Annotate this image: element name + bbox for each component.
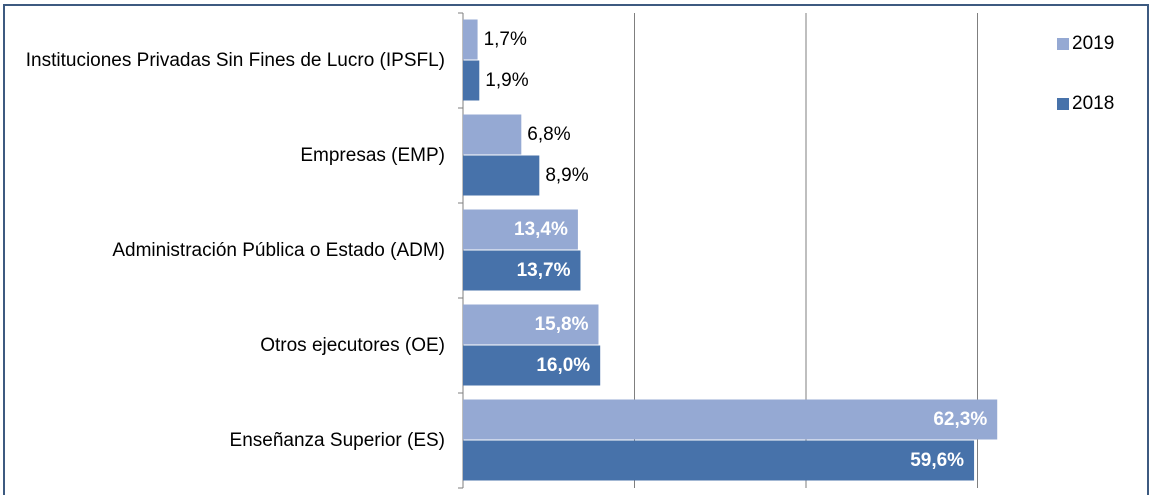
bar [463, 250, 581, 291]
data-label: 13,7% [517, 260, 571, 281]
data-label: 16,0% [536, 355, 590, 376]
bar [463, 60, 480, 101]
data-label: 59,6% [910, 450, 964, 471]
bar [463, 440, 975, 481]
data-label: 62,3% [933, 409, 987, 430]
bar [463, 304, 599, 345]
category-text: Administración Pública o Estado (ADM) [112, 240, 445, 261]
bar [463, 19, 478, 60]
category-label: Otros ejecutores (OE) [5, 334, 445, 357]
legend-swatch [1057, 98, 1069, 110]
category-text: Otros ejecutores (OE) [260, 335, 445, 356]
category-text: Empresas (EMP) [300, 145, 445, 166]
bar [463, 399, 998, 440]
legend-swatch [1057, 38, 1069, 50]
data-label: 8,9% [545, 165, 588, 186]
category-text: Instituciones Privadas Sin Fines de Lucr… [25, 50, 445, 71]
bar [463, 209, 578, 250]
data-label: 13,4% [514, 219, 568, 240]
data-label: 1,9% [485, 70, 528, 91]
category-label: Instituciones Privadas Sin Fines de Lucr… [5, 49, 445, 72]
category-label: Enseñanza Superior (ES) [5, 429, 445, 452]
bar [463, 345, 601, 386]
legend-label: 2019 [1072, 33, 1114, 54]
bar [463, 155, 540, 196]
frame [3, 4, 1149, 495]
category-text: Enseñanza Superior (ES) [229, 430, 445, 451]
data-label: 1,7% [484, 29, 527, 50]
data-label: 6,8% [527, 124, 570, 145]
legend-label: 2018 [1072, 93, 1114, 114]
category-label: Administración Pública o Estado (ADM) [5, 239, 445, 262]
data-label: 15,8% [535, 314, 589, 335]
bar [463, 114, 522, 155]
category-label: Empresas (EMP) [5, 144, 445, 167]
